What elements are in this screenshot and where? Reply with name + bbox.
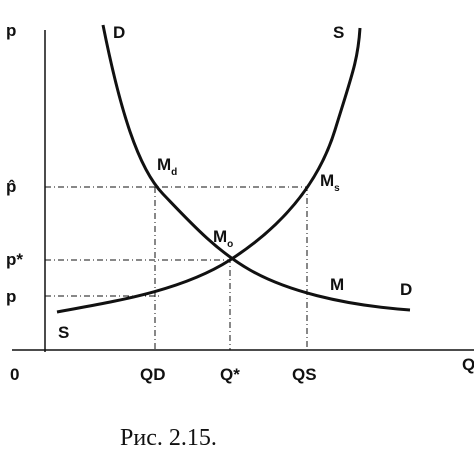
letter: M: [157, 155, 171, 174]
demand-label: D: [113, 23, 125, 42]
price-label: p*: [6, 250, 23, 269]
guide-p-hat: [45, 186, 308, 350]
point-label: Md: [157, 155, 177, 178]
point-label: M: [330, 275, 344, 294]
demand-label: D: [400, 280, 412, 299]
demand-curve: [101, 24, 411, 312]
subscript: d: [171, 167, 177, 178]
quantity-label: QS: [292, 365, 317, 384]
subscript: S: [305, 365, 316, 384]
supply-label: S: [333, 23, 344, 42]
y-axis-label: p: [6, 21, 16, 40]
origin-label: 0: [10, 365, 19, 384]
supply-label: S: [58, 323, 69, 342]
subscript: o: [227, 239, 233, 250]
quantity-label: Q*: [220, 365, 240, 384]
point-label: Ms: [320, 171, 340, 194]
price-label: p̂: [6, 177, 16, 196]
subscript: D: [153, 365, 165, 384]
quantity-label: QD: [140, 365, 166, 384]
letter: Q: [292, 365, 305, 384]
subscript: s: [334, 183, 340, 194]
caption: Рис. 2.15.: [120, 425, 217, 451]
price-label: p: [6, 287, 16, 306]
letter: M: [320, 171, 334, 190]
letter: M: [213, 227, 227, 246]
point-label: Mo: [213, 227, 233, 250]
supply-curve: [56, 27, 362, 314]
x-axis-label: Q: [462, 355, 474, 374]
letter: Q: [140, 365, 153, 384]
